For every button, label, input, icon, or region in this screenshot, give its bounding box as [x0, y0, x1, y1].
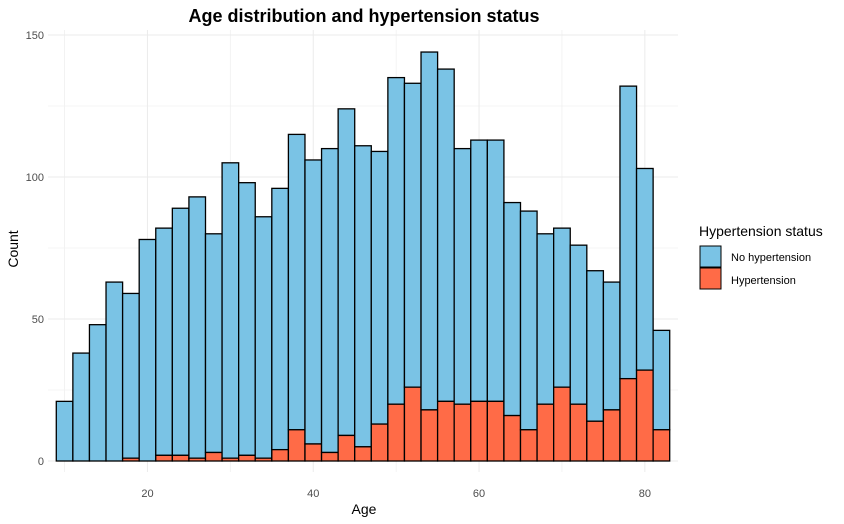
y-tick-label: 50 — [32, 314, 44, 326]
bar-no-hypertension — [55, 400, 74, 462]
bar-no-hypertension — [519, 210, 538, 431]
bar-hypertension — [503, 414, 522, 462]
bar-hypertension — [155, 454, 173, 462]
legend-title: Hypertension status — [699, 223, 823, 239]
bar-no-hypertension — [254, 216, 273, 459]
y-tick-label: 150 — [26, 30, 44, 42]
x-tick-label: 40 — [307, 488, 319, 500]
bars — [55, 51, 671, 462]
bar-hypertension — [519, 429, 538, 462]
bar-hypertension — [337, 434, 356, 462]
bar-no-hypertension — [486, 139, 505, 403]
bar-no-hypertension — [436, 68, 455, 403]
bar-hypertension — [536, 403, 555, 462]
legend: Hypertension status No hypertension Hype… — [699, 223, 823, 290]
bar-hypertension — [171, 454, 190, 462]
bar-no-hypertension — [204, 233, 223, 454]
bar-hypertension — [287, 429, 306, 462]
bar-hypertension — [486, 400, 505, 462]
bar-no-hypertension — [337, 108, 356, 437]
bar-no-hypertension — [553, 227, 571, 388]
bar-hypertension — [436, 400, 455, 462]
bar-no-hypertension — [503, 201, 522, 417]
bar-no-hypertension — [287, 133, 306, 431]
bar-hypertension — [354, 446, 372, 462]
bar-no-hypertension — [138, 238, 157, 462]
bar-hypertension — [221, 457, 240, 462]
legend-swatch-hypertension — [699, 267, 722, 290]
bar-no-hypertension — [88, 324, 107, 462]
bar-no-hypertension — [569, 244, 588, 405]
bar-hypertension — [586, 420, 605, 462]
x-tick-labels: 20 40 60 80 — [141, 488, 651, 500]
bar-no-hypertension — [188, 196, 207, 459]
x-axis-title: Age — [352, 501, 377, 517]
bar-hypertension — [204, 451, 223, 462]
bar-no-hypertension — [635, 167, 654, 371]
legend-label-hypertension: Hypertension — [731, 275, 796, 287]
bar-no-hypertension — [619, 85, 638, 380]
bar-hypertension — [470, 400, 488, 462]
bar-no-hypertension — [602, 281, 621, 411]
bar-hypertension — [387, 403, 406, 462]
bar-no-hypertension — [221, 162, 240, 459]
bar-hypertension — [271, 448, 290, 462]
bar-no-hypertension — [238, 182, 256, 456]
bar-no-hypertension — [536, 233, 555, 405]
bar-no-hypertension — [105, 281, 124, 462]
bar-hypertension — [121, 457, 140, 462]
x-tick-label: 20 — [141, 488, 153, 500]
bar-no-hypertension — [387, 76, 406, 405]
bar-hypertension — [370, 423, 389, 462]
bar-no-hypertension — [403, 82, 422, 388]
legend-label-no-hypertension: No hypertension — [731, 252, 811, 264]
bar-no-hypertension — [453, 147, 472, 405]
y-tick-labels: 0 50 100 150 — [26, 30, 44, 468]
bar-no-hypertension — [171, 207, 190, 456]
bar-hypertension — [304, 443, 323, 462]
legend-swatch-no-hypertension — [699, 245, 722, 268]
bar-hypertension — [320, 451, 339, 462]
bar-no-hypertension — [354, 145, 372, 448]
bar-hypertension — [553, 386, 571, 462]
bar-hypertension — [453, 403, 472, 462]
bar-no-hypertension — [72, 352, 91, 462]
bar-hypertension — [635, 369, 654, 462]
bar-hypertension — [238, 454, 256, 462]
bar-no-hypertension — [304, 159, 323, 445]
bar-no-hypertension — [320, 147, 339, 454]
bar-hypertension — [254, 457, 273, 462]
y-axis-title: Count — [5, 230, 21, 267]
bar-hypertension — [569, 403, 588, 462]
bar-no-hypertension — [470, 139, 488, 403]
bar-no-hypertension — [370, 150, 389, 425]
bar-hypertension — [188, 457, 207, 462]
bar-hypertension — [420, 409, 439, 462]
chart-title: Age distribution and hypertension status — [188, 6, 539, 26]
bar-no-hypertension — [271, 187, 290, 451]
bar-no-hypertension — [121, 292, 140, 459]
bar-hypertension — [652, 429, 671, 462]
bar-hypertension — [602, 409, 621, 462]
bar-no-hypertension — [420, 51, 439, 411]
bar-hypertension — [403, 386, 422, 462]
bar-hypertension — [619, 377, 638, 462]
bar-no-hypertension — [652, 329, 671, 431]
y-tick-label: 100 — [26, 172, 44, 184]
bar-no-hypertension — [155, 227, 173, 456]
y-tick-label: 0 — [38, 456, 44, 468]
x-tick-label: 60 — [473, 488, 485, 500]
x-tick-label: 80 — [639, 488, 651, 500]
bar-no-hypertension — [586, 270, 605, 422]
